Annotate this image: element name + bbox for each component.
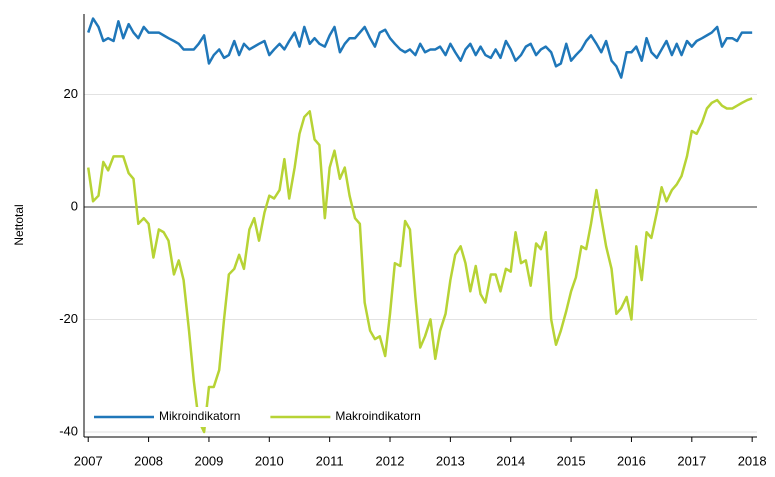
x-tick-label: 2013 <box>436 453 465 468</box>
legend-label: Makroindikatorn <box>335 409 420 423</box>
data-line <box>87 17 753 79</box>
x-tick-label: 2017 <box>677 453 706 468</box>
legend-label: Mikroindikatorn <box>159 409 240 423</box>
x-tick-label: 2010 <box>255 453 284 468</box>
data-line <box>86 97 753 434</box>
x-tick-label: 2008 <box>134 453 163 468</box>
x-tick-label: 2018 <box>738 453 767 468</box>
y-axis-label: Nettotal <box>12 204 26 245</box>
x-tick-label: 2011 <box>316 453 344 468</box>
x-tick-label: 2009 <box>194 453 223 468</box>
x-tick-label: 2012 <box>376 453 405 468</box>
x-tick-label: 2015 <box>557 453 586 468</box>
x-tick-label: 2016 <box>617 453 646 468</box>
x-tick-label: 2007 <box>74 453 103 468</box>
x-tick-label: 2014 <box>496 453 525 468</box>
y-tick-label: -40 <box>59 423 78 438</box>
y-tick-label: 0 <box>71 198 78 213</box>
y-tick-label: -20 <box>59 311 78 326</box>
y-tick-label: 20 <box>64 86 78 101</box>
